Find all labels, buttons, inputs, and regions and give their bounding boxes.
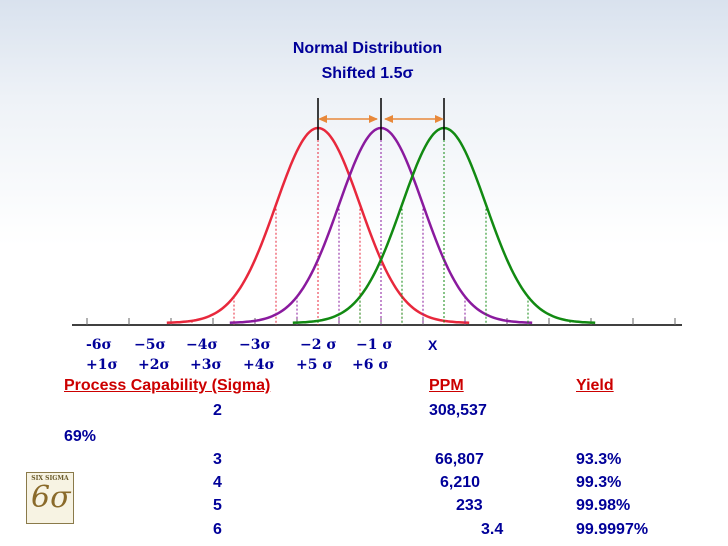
logo-text: SIX SIGMA [31, 475, 69, 482]
row-sigma: 6 [213, 521, 222, 538]
row-yield: 69% [64, 428, 97, 445]
mean-label: X [428, 337, 438, 353]
row-ppm: 233 [456, 497, 483, 514]
row-ppm: 66,807 [435, 451, 484, 468]
row-sigma: 5 [213, 497, 222, 514]
logo-glyph: 6σ [31, 480, 71, 515]
row-ppm: 308,537 [429, 402, 487, 419]
sigma-label: −1 σ [356, 337, 393, 353]
header-capability: Process Capability (Sigma) [64, 377, 271, 394]
shift-arrowhead [435, 115, 444, 123]
row-sigma: 3 [213, 451, 222, 468]
sigma-label: +4σ [243, 357, 275, 373]
header-yield: Yield [576, 377, 614, 394]
row-yield: 99.3% [576, 474, 622, 491]
shift-arrowhead [384, 115, 393, 123]
sigma-label: −2 σ [300, 337, 337, 353]
diagram-subtitle: Shifted 1.5σ [321, 65, 414, 82]
sigma-label: +3σ [190, 357, 222, 373]
six-sigma-logo: SIX SIGMA 6σ [26, 472, 74, 524]
row-sigma: 2 [213, 402, 222, 419]
row-yield: 99.9997% [576, 521, 649, 538]
shift-arrowhead [318, 115, 327, 123]
sigma-label: −5σ [134, 337, 166, 353]
sigma-label: −4σ [186, 337, 218, 353]
sigma-label: +2σ [138, 357, 170, 373]
sigma-label: −3σ [239, 337, 271, 353]
row-sigma: 4 [213, 474, 222, 491]
row-yield: 93.3% [576, 451, 622, 468]
shift-arrowhead [369, 115, 378, 123]
sigma-label: +5 σ [296, 357, 333, 373]
header-ppm: PPM [429, 377, 464, 394]
row-ppm: 3.4 [481, 521, 504, 538]
row-yield: 99.98% [576, 497, 631, 514]
row-ppm: 6,210 [440, 474, 481, 491]
diagram-title: Normal Distribution [292, 40, 443, 57]
sigma-label: -6σ [86, 337, 112, 353]
distribution-diagram [72, 98, 682, 326]
shift-indicator [317, 98, 445, 140]
sigma-label: +6 σ [352, 357, 389, 373]
sigma-label: +1σ [86, 357, 118, 373]
